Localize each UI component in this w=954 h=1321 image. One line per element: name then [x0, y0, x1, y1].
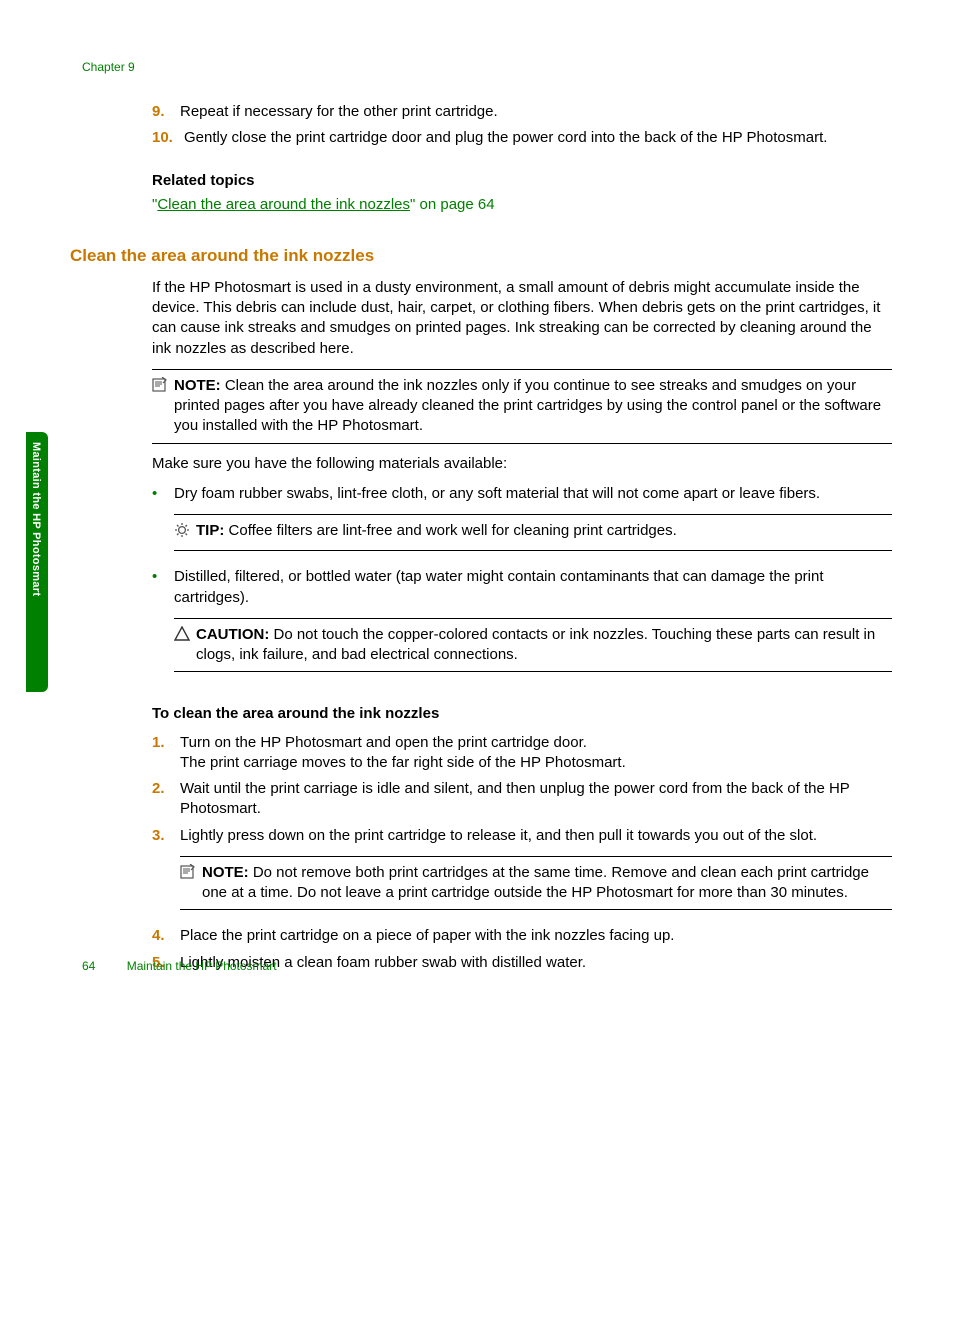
chapter-heading: Chapter 9 — [82, 60, 884, 74]
step-number: 9. — [152, 102, 180, 122]
related-topics-heading: Related topics — [152, 171, 892, 191]
step-text: Repeat if necessary for the other print … — [180, 102, 498, 122]
caution-body: Do not touch the copper-colored contacts… — [196, 626, 875, 663]
note-box: NOTE: Clean the area around the ink nozz… — [152, 369, 892, 444]
bullet-text: Dry foam rubber swabs, lint-free cloth, … — [174, 484, 892, 504]
intro-paragraph: If the HP Photosmart is used in a dusty … — [152, 278, 892, 359]
tip-box: TIP: Coffee filters are lint-free and wo… — [174, 514, 892, 551]
page-number: 64 — [82, 959, 95, 973]
step-note-box: NOTE: Do not remove both print cartridge… — [180, 856, 892, 911]
step-number: 3. — [152, 826, 180, 921]
link-text: Clean the area around the ink nozzles — [157, 196, 410, 213]
step-text: Wait until the print carriage is idle an… — [180, 779, 892, 820]
proc-step-1: 1. Turn on the HP Photosmart and open th… — [152, 733, 892, 774]
side-tab: Maintain the HP Photosmart — [26, 432, 48, 692]
section-heading: Clean the area around the ink nozzles — [70, 245, 892, 268]
note-label: NOTE: — [174, 377, 221, 394]
caution-text: CAUTION: Do not touch the copper-colored… — [196, 625, 892, 666]
step-text: Place the print cartridge on a piece of … — [180, 926, 674, 946]
tip-body: Coffee filters are lint-free and work we… — [229, 522, 677, 539]
caution-icon — [174, 626, 192, 648]
footer-title: Maintain the HP Photosmart — [127, 959, 277, 973]
note-body: Do not remove both print cartridges at t… — [202, 864, 869, 901]
note-body: Clean the area around the ink nozzles on… — [174, 377, 881, 435]
bullet-text: Distilled, filtered, or bottled water (t… — [174, 567, 892, 608]
caution-box: CAUTION: Do not touch the copper-colored… — [174, 618, 892, 673]
step-number: 1. — [152, 733, 180, 774]
link-tail: on page 64 — [415, 196, 494, 213]
page-footer: 64 Maintain the HP Photosmart — [82, 959, 277, 973]
proc-step-2: 2. Wait until the print carriage is idle… — [152, 779, 892, 820]
step-text: Lightly press down on the print cartridg… — [180, 826, 892, 846]
step-text: Gently close the print cartridge door an… — [184, 128, 827, 148]
caution-label: CAUTION: — [196, 626, 269, 643]
proc-step-4: 4. Place the print cartridge on a piece … — [152, 926, 892, 946]
note-icon — [152, 377, 170, 399]
bullet-dot: • — [152, 484, 174, 562]
step-9: 9. Repeat if necessary for the other pri… — [152, 102, 892, 122]
step-number: 4. — [152, 926, 180, 946]
step-text-line1: Turn on the HP Photosmart and open the p… — [180, 733, 626, 753]
step-note-text: NOTE: Do not remove both print cartridge… — [202, 863, 892, 904]
note-icon — [180, 864, 198, 886]
tip-label: TIP: — [196, 522, 224, 539]
step-10: 10. Gently close the print cartridge doo… — [152, 128, 892, 148]
side-tab-label: Maintain the HP Photosmart — [26, 432, 42, 596]
tip-icon — [174, 522, 192, 544]
bullet-item-1: • Dry foam rubber swabs, lint-free cloth… — [152, 484, 892, 562]
materials-intro: Make sure you have the following materia… — [152, 454, 892, 474]
related-topics-link[interactable]: "Clean the area around the ink nozzles" … — [152, 195, 892, 215]
bullet-dot: • — [152, 567, 174, 682]
step-text-line2: The print carriage moves to the far righ… — [180, 753, 626, 773]
step-number: 2. — [152, 779, 180, 820]
proc-step-3: 3. Lightly press down on the print cartr… — [152, 826, 892, 921]
procedure-heading: To clean the area around the ink nozzles — [152, 704, 892, 724]
note-text: NOTE: Clean the area around the ink nozz… — [174, 376, 892, 437]
bullet-item-2: • Distilled, filtered, or bottled water … — [152, 567, 892, 682]
note-label: NOTE: — [202, 864, 249, 881]
tip-text: TIP: Coffee filters are lint-free and wo… — [196, 521, 892, 541]
step-number: 10. — [152, 128, 184, 148]
